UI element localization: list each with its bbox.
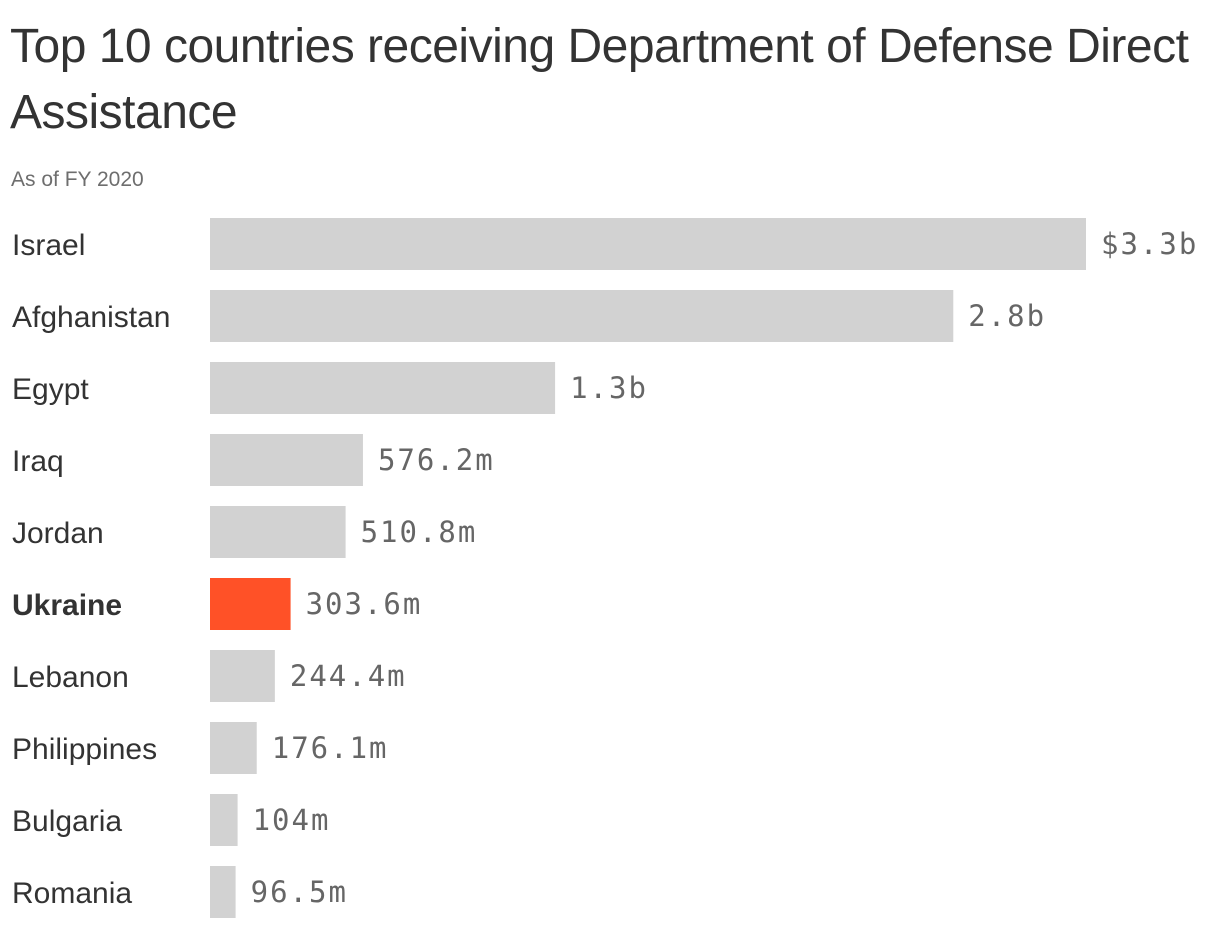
category-label-afghanistan: Afghanistan [12, 301, 170, 334]
category-label-jordan: Jordan [12, 517, 104, 550]
bar-ukraine [210, 578, 291, 630]
bar-jordan [210, 506, 346, 558]
bar-philippines [210, 722, 257, 774]
value-label-iraq: 576.2m [378, 443, 495, 477]
bar-egypt [210, 362, 556, 414]
value-label-egypt: 1.3b [570, 371, 648, 405]
category-label-israel: Israel [12, 229, 85, 262]
value-label-romania: 96.5m [251, 875, 348, 909]
value-label-ukraine: 303.6m [306, 587, 423, 621]
bar-iraq [210, 434, 363, 486]
category-label-bulgaria: Bulgaria [12, 805, 122, 838]
category-label-ukraine: Ukraine [12, 589, 122, 622]
bar-lebanon [210, 650, 275, 702]
value-label-israel: $3.3b [1101, 227, 1198, 261]
bar-israel [210, 218, 1086, 270]
category-label-egypt: Egypt [12, 373, 89, 406]
category-label-iraq: Iraq [12, 445, 64, 478]
category-label-romania: Romania [12, 877, 132, 910]
value-label-bulgaria: 104m [253, 803, 331, 837]
value-label-philippines: 176.1m [272, 731, 389, 765]
value-label-afghanistan: 2.8b [968, 299, 1046, 333]
bar-bulgaria [210, 794, 238, 846]
value-label-lebanon: 244.4m [290, 659, 407, 693]
bar-afghanistan [210, 290, 954, 342]
category-label-philippines: Philippines [12, 733, 157, 766]
category-label-lebanon: Lebanon [12, 661, 129, 694]
chart-title: Top 10 countries receiving Department of… [10, 20, 1189, 139]
chart-subtitle: As of FY 2020 [11, 168, 144, 191]
bar-romania [210, 866, 236, 918]
value-label-jordan: 510.8m [361, 515, 478, 549]
